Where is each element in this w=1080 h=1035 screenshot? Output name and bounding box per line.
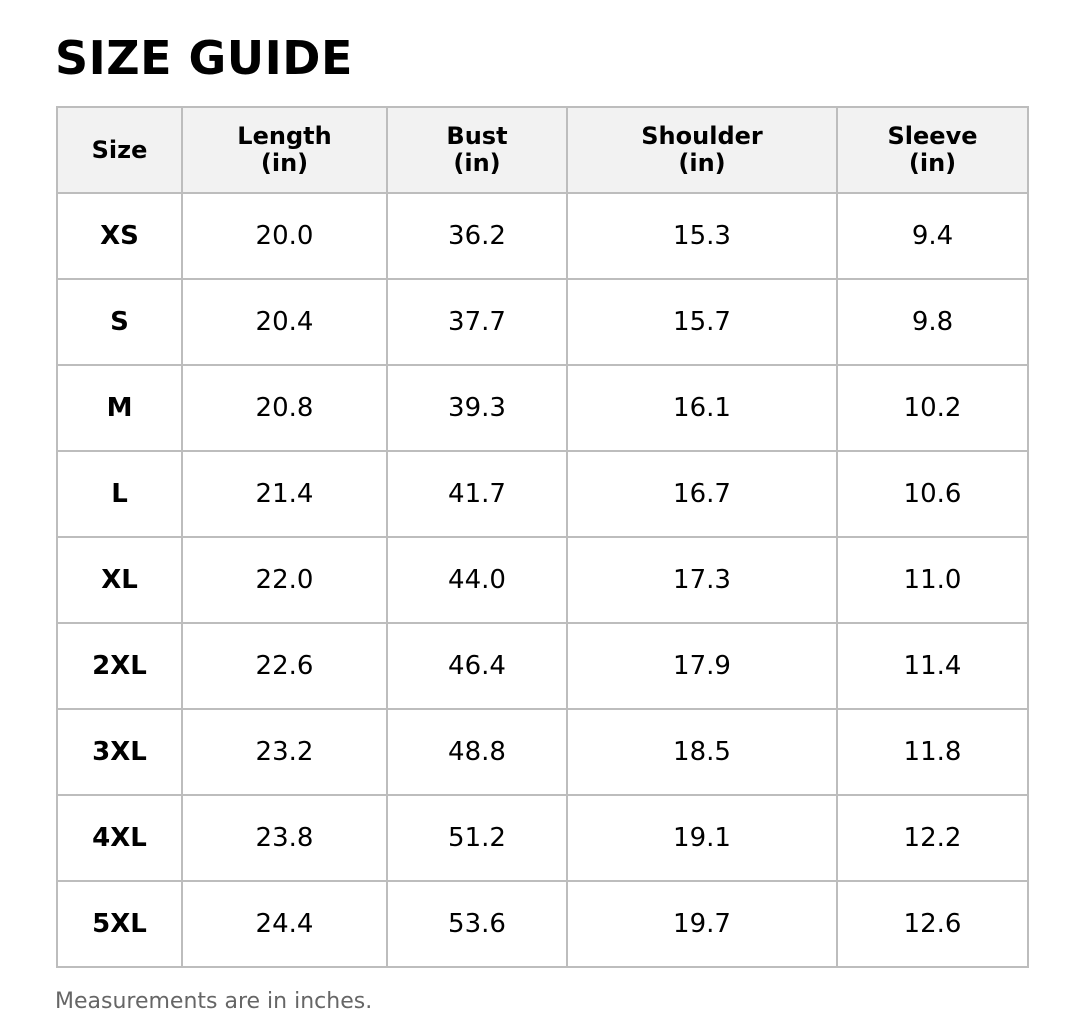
measure-cell: 22.6 bbox=[181, 622, 388, 710]
size-row: XL 22.0 44.0 17.3 11.0 bbox=[56, 536, 1029, 624]
measure-cell: 17.9 bbox=[566, 622, 838, 710]
measure-cell: 12.2 bbox=[836, 794, 1029, 882]
header-row: Size Length (in) Bust (in) Shoulder (in) Sle… bbox=[56, 106, 1029, 194]
size-row: 5XL 24.4 53.6 19.7 12.6 bbox=[56, 880, 1029, 968]
measure-cell: 22.0 bbox=[181, 536, 388, 624]
size-row: S 20.4 37.7 15.7 9.8 bbox=[56, 278, 1029, 366]
size-cell: XS bbox=[56, 192, 183, 280]
measure-cell: 44.0 bbox=[386, 536, 568, 624]
column-header: Length (in) bbox=[181, 106, 388, 194]
column-header: Size bbox=[56, 106, 183, 194]
footnote: Measurements are in inches. bbox=[55, 989, 373, 1014]
table-body: XS 20.0 36.2 15.3 9.4 S 20.4 37.7 15.7 9.8 M 20.8 39… bbox=[56, 192, 1029, 968]
measure-cell: 48.8 bbox=[386, 708, 568, 796]
measure-cell: 10.2 bbox=[836, 364, 1029, 452]
size-cell: L bbox=[56, 450, 183, 538]
column-header: Bust (in) bbox=[386, 106, 568, 194]
size-cell: 3XL bbox=[56, 708, 183, 796]
column-header: Shoulder (in) bbox=[566, 106, 838, 194]
size-cell: 5XL bbox=[56, 880, 183, 968]
size-cell: S bbox=[56, 278, 183, 366]
measure-cell: 10.6 bbox=[836, 450, 1029, 538]
measure-cell: 11.8 bbox=[836, 708, 1029, 796]
page-title: SIZE GUIDE bbox=[55, 31, 353, 85]
measure-cell: 18.5 bbox=[566, 708, 838, 796]
measure-cell: 17.3 bbox=[566, 536, 838, 624]
measure-cell: 20.0 bbox=[181, 192, 388, 280]
measure-cell: 37.7 bbox=[386, 278, 568, 366]
measure-cell: 23.2 bbox=[181, 708, 388, 796]
size-cell: M bbox=[56, 364, 183, 452]
measure-cell: 12.6 bbox=[836, 880, 1029, 968]
size-cell: XL bbox=[56, 536, 183, 624]
measure-cell: 11.4 bbox=[836, 622, 1029, 710]
measure-cell: 21.4 bbox=[181, 450, 388, 538]
column-header: Sleeve (in) bbox=[836, 106, 1029, 194]
measure-cell: 11.0 bbox=[836, 536, 1029, 624]
size-row: L 21.4 41.7 16.7 10.6 bbox=[56, 450, 1029, 538]
measure-cell: 51.2 bbox=[386, 794, 568, 882]
measure-cell: 19.7 bbox=[566, 880, 838, 968]
measure-cell: 53.6 bbox=[386, 880, 568, 968]
size-cell: 4XL bbox=[56, 794, 183, 882]
size-cell: 2XL bbox=[56, 622, 183, 710]
size-table: Size Length (in) Bust (in) Shoulder (in) Sle… bbox=[56, 106, 1029, 968]
size-row: M 20.8 39.3 16.1 10.2 bbox=[56, 364, 1029, 452]
measure-cell: 36.2 bbox=[386, 192, 568, 280]
measure-cell: 41.7 bbox=[386, 450, 568, 538]
measure-cell: 9.4 bbox=[836, 192, 1029, 280]
measure-cell: 16.7 bbox=[566, 450, 838, 538]
measure-cell: 24.4 bbox=[181, 880, 388, 968]
size-row: 3XL 23.2 48.8 18.5 11.8 bbox=[56, 708, 1029, 796]
measure-cell: 46.4 bbox=[386, 622, 568, 710]
measure-cell: 19.1 bbox=[566, 794, 838, 882]
measure-cell: 39.3 bbox=[386, 364, 568, 452]
measure-cell: 16.1 bbox=[566, 364, 838, 452]
measure-cell: 20.8 bbox=[181, 364, 388, 452]
size-row: 4XL 23.8 51.2 19.1 12.2 bbox=[56, 794, 1029, 882]
measure-cell: 15.3 bbox=[566, 192, 838, 280]
size-row: 2XL 22.6 46.4 17.9 11.4 bbox=[56, 622, 1029, 710]
measure-cell: 9.8 bbox=[836, 278, 1029, 366]
measure-cell: 23.8 bbox=[181, 794, 388, 882]
size-row: XS 20.0 36.2 15.3 9.4 bbox=[56, 192, 1029, 280]
measure-cell: 15.7 bbox=[566, 278, 838, 366]
measure-cell: 20.4 bbox=[181, 278, 388, 366]
